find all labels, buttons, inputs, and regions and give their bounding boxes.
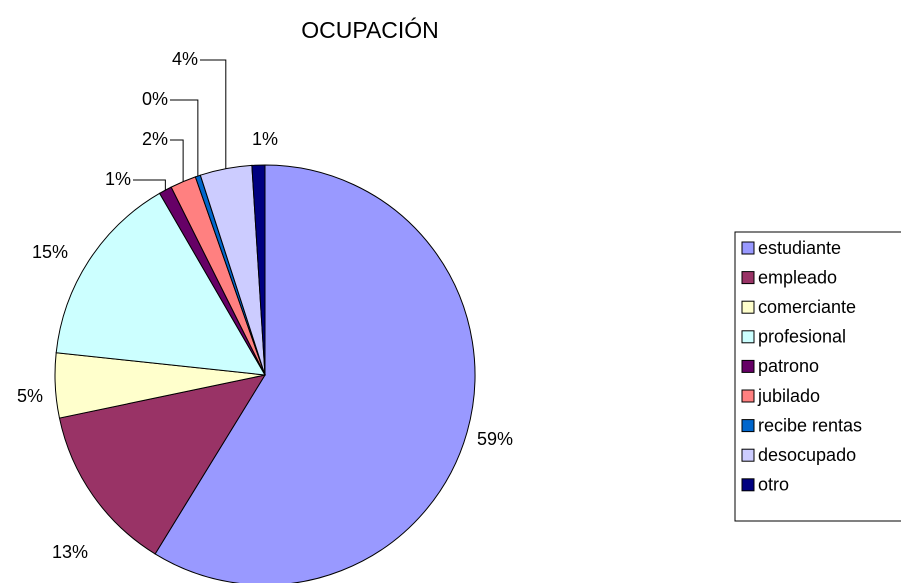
data-label: 2%: [142, 129, 168, 149]
legend-swatch: [741, 330, 755, 344]
legend-label: patrono: [758, 356, 819, 376]
chart-title: OCUPACIÓN: [301, 17, 439, 43]
legend-swatch: [741, 448, 755, 462]
legend-swatch: [741, 359, 755, 373]
legend-swatch: [741, 300, 755, 314]
legend-swatch: [741, 478, 755, 492]
legend-label: jubilado: [757, 386, 820, 406]
data-label: 4%: [172, 49, 198, 69]
data-label: 13%: [52, 542, 88, 562]
data-label: 1%: [252, 129, 278, 149]
legend-label: comerciante: [758, 297, 856, 317]
data-label: 15%: [32, 242, 68, 262]
leader-line: [133, 179, 166, 191]
legend-label: otro: [758, 475, 789, 495]
pie-slice: [55, 192, 266, 376]
leader-line: [200, 59, 227, 169]
legend-label: recibe rentas: [758, 415, 862, 435]
legend-swatch: [741, 241, 755, 255]
legend-box: [734, 231, 901, 522]
pie-slice: [58, 374, 267, 555]
data-label: 1%: [105, 169, 131, 189]
pie-slice: [154, 164, 476, 583]
data-label: 5%: [17, 386, 43, 406]
legend-swatch: [741, 389, 755, 403]
legend-swatch: [741, 419, 755, 433]
leader-line: [170, 99, 199, 177]
data-label: 0%: [142, 89, 168, 109]
legend-label: estudiante: [758, 238, 841, 258]
leader-line: [170, 139, 184, 182]
pie-slice: [251, 164, 266, 376]
legend-label: profesional: [758, 327, 846, 347]
data-label: 59%: [477, 429, 513, 449]
legend-swatch: [741, 271, 755, 285]
legend-label: empleado: [758, 267, 837, 287]
legend-label: desocupado: [758, 445, 856, 465]
